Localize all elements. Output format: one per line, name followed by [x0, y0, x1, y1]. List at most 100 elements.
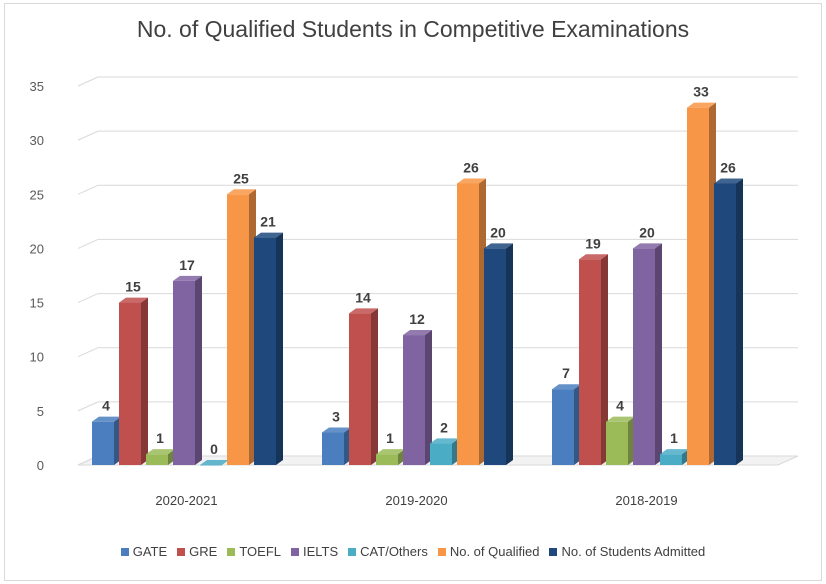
y-tick-label: 20: [30, 241, 44, 256]
bar: [457, 183, 479, 465]
bar: [119, 302, 141, 465]
bar: [173, 280, 195, 465]
chart-title: No. of Qualified Students in Competitive…: [136, 16, 690, 42]
bar: [146, 454, 168, 465]
bar-top: [173, 275, 202, 281]
data-label: 7: [562, 365, 570, 381]
legend-swatch: [549, 547, 558, 556]
legend-swatch: [437, 547, 446, 556]
bar-side: [425, 330, 432, 465]
bar-top: [227, 189, 256, 195]
bar: [92, 421, 114, 465]
bar: [552, 389, 574, 465]
data-label: 4: [102, 398, 110, 414]
chart-frame: [4, 3, 822, 581]
bar-top: [92, 416, 121, 422]
y-tick-label: 15: [30, 296, 44, 311]
legend-item: GRE: [177, 544, 217, 559]
y-tick-label: 35: [30, 79, 44, 94]
bar-top: [606, 416, 635, 422]
legend-item: CAT/Others: [348, 544, 428, 559]
bar: [430, 443, 452, 465]
data-label: 21: [260, 214, 276, 230]
bar: [227, 194, 249, 466]
bar: [606, 421, 628, 465]
data-label: 1: [670, 430, 678, 446]
gridline-side: [77, 238, 99, 249]
bar-side: [371, 308, 378, 465]
bar-side: [141, 297, 148, 465]
bar-top: [430, 438, 459, 444]
legend-item: No. of Students Admitted: [549, 544, 705, 559]
bar: [633, 248, 655, 465]
y-tick-label: 30: [30, 133, 44, 148]
data-label: 25: [233, 170, 249, 186]
bar: [484, 248, 506, 465]
gridline-side: [77, 130, 99, 141]
bar-top: [633, 243, 662, 249]
bar-side: [601, 254, 608, 465]
bar-top: [579, 254, 608, 260]
legend-label: IELTS: [303, 544, 339, 559]
bar: [714, 183, 736, 465]
y-tick-label: 0: [37, 458, 44, 473]
legend-label: No. of Qualified: [449, 544, 540, 559]
bar-top: [457, 178, 486, 184]
data-label: 33: [693, 84, 709, 100]
y-tick-label: 10: [30, 350, 44, 365]
bar-side: [276, 232, 283, 465]
bar-top: [254, 232, 283, 238]
bar-top: [552, 384, 581, 390]
bar: [579, 259, 601, 465]
gridline-side: [77, 347, 99, 358]
x-tick-label: 2019-2020: [385, 493, 447, 508]
bar: [322, 432, 344, 465]
x-tick-label: 2018-2019: [615, 493, 677, 508]
bar-top: [200, 460, 229, 465]
bar: [254, 237, 276, 465]
bar-top: [714, 178, 743, 184]
legend-label: CAT/Others: [360, 544, 428, 559]
data-label: 26: [720, 159, 736, 175]
data-label: 0: [210, 441, 218, 457]
y-tick-label: 5: [37, 404, 44, 419]
bar: [687, 107, 709, 466]
bar-top: [322, 427, 351, 433]
gridline-side: [77, 401, 99, 412]
x-tick-label: 2020-2021: [155, 493, 217, 508]
data-label: 19: [585, 235, 601, 251]
legend-swatch: [227, 547, 236, 556]
bar-top: [376, 449, 405, 455]
legend-label: No. of Students Admitted: [561, 544, 706, 559]
gridline-side: [77, 293, 99, 304]
legend-item: IELTS: [291, 544, 338, 559]
data-label: 3: [332, 409, 340, 425]
bar-top: [119, 297, 148, 303]
legend-label: GRE: [189, 544, 218, 559]
data-label: 1: [156, 430, 164, 446]
data-label: 1: [386, 430, 394, 446]
data-label: 20: [490, 224, 506, 240]
gridline-side: [77, 184, 99, 195]
data-label: 12: [409, 311, 425, 327]
data-label: 15: [125, 279, 141, 295]
legend-label: TOEFL: [239, 544, 281, 559]
legend-swatch: [120, 547, 129, 556]
gridline-side: [77, 76, 99, 87]
bar: [349, 313, 371, 465]
bar: [200, 465, 222, 466]
chart-legend: GATE GRE TOEFL IELTS CAT/Others No. of Qualif…: [0, 544, 826, 559]
bar: [376, 454, 398, 465]
legend-item: GATE: [120, 544, 168, 559]
bar-top: [349, 308, 378, 314]
bar: [403, 335, 425, 465]
data-label: 26: [463, 159, 479, 175]
legend-label: GATE: [132, 544, 168, 559]
legend-swatch: [177, 547, 186, 556]
y-tick-label: 25: [30, 187, 44, 202]
bar-side: [506, 243, 513, 465]
bar: [660, 454, 682, 465]
bar-top: [660, 449, 689, 455]
data-label: 14: [355, 289, 371, 305]
